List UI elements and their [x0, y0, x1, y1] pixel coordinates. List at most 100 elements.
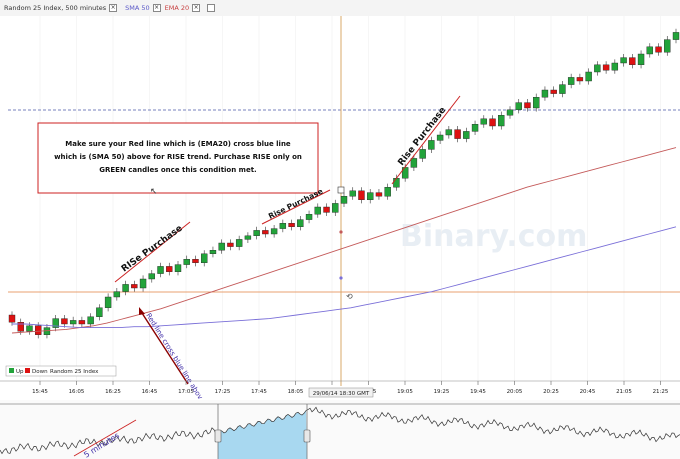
cursor-icon: ⟲	[346, 292, 353, 301]
x-tick-label: 16:45	[142, 389, 158, 395]
candle-up	[506, 109, 514, 116]
x-tick-label: 20:05	[507, 389, 523, 395]
candle-down	[655, 46, 662, 53]
ema-indicator-tag[interactable]: EMA 20 ×	[165, 4, 201, 12]
candle-down	[489, 118, 496, 127]
candle-up	[594, 64, 601, 73]
ema20-line	[11, 147, 677, 334]
candle-up	[148, 273, 155, 280]
sma-indicator-tag[interactable]: SMA 50 ×	[125, 4, 161, 12]
candle-up	[104, 296, 112, 309]
candle-up	[235, 239, 243, 247]
navigator-selection-fill	[218, 410, 307, 459]
candle-down	[78, 320, 86, 325]
candle-up	[541, 89, 549, 98]
crosshair-time-box	[308, 387, 374, 398]
x-tick-label: 17:25	[215, 389, 231, 395]
candle-up	[297, 219, 304, 228]
crosshair-time-label: 29/06/14 18:30 GMT	[313, 391, 370, 397]
candle-up	[463, 131, 470, 139]
x-tick-label: 19:45	[470, 389, 486, 395]
candle-up	[87, 316, 94, 325]
candle-down	[454, 129, 461, 139]
rise2-trend-line	[261, 189, 331, 225]
candle-up	[270, 228, 278, 235]
candle-up	[393, 177, 400, 188]
sma50-line	[12, 226, 677, 329]
candle-up	[201, 253, 208, 264]
candle-down	[358, 190, 365, 201]
navigator-background	[0, 400, 680, 459]
navigator-right-handle[interactable]	[303, 429, 311, 443]
candle-up	[664, 39, 671, 53]
candle-up	[209, 249, 217, 254]
candle-up	[646, 46, 653, 55]
navigator-left-handle[interactable]	[214, 429, 222, 443]
candle-up	[218, 242, 225, 251]
candle-layer	[8, 28, 680, 339]
legend-box	[5, 365, 117, 377]
candle-up	[340, 195, 348, 204]
candle-up	[157, 266, 164, 274]
extra-toggle-icon[interactable]	[207, 4, 216, 12]
navigator-panel[interactable]: 5 minutes	[0, 400, 680, 459]
price-chart[interactable]: Binary.com ⟲ Make sure your Red line whi…	[0, 16, 680, 400]
candle-up	[279, 222, 287, 229]
ema-remove-icon[interactable]: ×	[192, 4, 201, 12]
chart-toolbar: Random 25 Index, 500 minutes × SMA 50 × …	[0, 0, 680, 17]
cross-arrow-line	[139, 309, 189, 385]
candle-up	[244, 235, 252, 240]
candle-up	[174, 264, 182, 273]
candle-up	[436, 134, 444, 141]
candle-down	[17, 322, 24, 332]
candle-down	[602, 64, 610, 71]
nav-note-line	[73, 419, 137, 457]
candle-up	[367, 192, 374, 201]
candle-up	[567, 77, 575, 85]
x-tick-label: 17:05	[178, 389, 194, 395]
x-tick-label: 21:25	[653, 389, 669, 395]
candle-up	[585, 71, 592, 82]
candle-up	[445, 129, 453, 136]
candle-up	[305, 213, 313, 220]
mouse-pointer-icon: ↖	[150, 187, 158, 197]
x-tick-label: 19:05	[397, 389, 413, 395]
legend-down-swatch	[25, 368, 30, 373]
legend-down-label: Down	[32, 369, 48, 375]
watermark: Binary.com	[400, 219, 587, 254]
title-close-icon[interactable]: ×	[109, 4, 118, 12]
x-tick-label: 19:25	[434, 389, 450, 395]
candle-up	[419, 149, 426, 159]
candle-up	[26, 325, 33, 332]
chart-title: Random 25 Index, 500 minutes ×	[4, 4, 118, 12]
sma-remove-icon[interactable]: ×	[152, 4, 161, 12]
chart-title-text: Random 25 Index, 500 minutes	[4, 4, 107, 12]
candle-down	[323, 206, 330, 213]
candle-up	[113, 291, 121, 298]
x-tick-label: 17:45	[251, 389, 267, 395]
candle-down	[375, 192, 383, 197]
candle-up	[253, 230, 260, 236]
legend-up-swatch	[9, 368, 14, 373]
candle-up	[620, 57, 627, 64]
rise1-trend-line	[114, 221, 191, 283]
candle-up	[410, 158, 418, 168]
x-tick-label: 16:05	[69, 389, 85, 395]
candle-down	[131, 284, 138, 289]
candle-up	[637, 53, 645, 66]
candle-up	[52, 318, 59, 328]
rise3-trend-line	[391, 95, 461, 185]
x-tick-label: 18:05	[288, 389, 304, 395]
candle-down	[35, 325, 42, 335]
x-tick-label: 21:05	[616, 389, 632, 395]
crosshair-marker-icon	[337, 186, 345, 194]
candle-up	[349, 190, 356, 197]
candle-down	[262, 230, 269, 235]
candle-up	[559, 84, 566, 94]
candle-down	[524, 102, 531, 109]
candle-up	[183, 258, 190, 265]
candle-up	[480, 118, 487, 125]
extra-toggle[interactable]	[204, 4, 216, 12]
candle-up	[515, 102, 522, 110]
